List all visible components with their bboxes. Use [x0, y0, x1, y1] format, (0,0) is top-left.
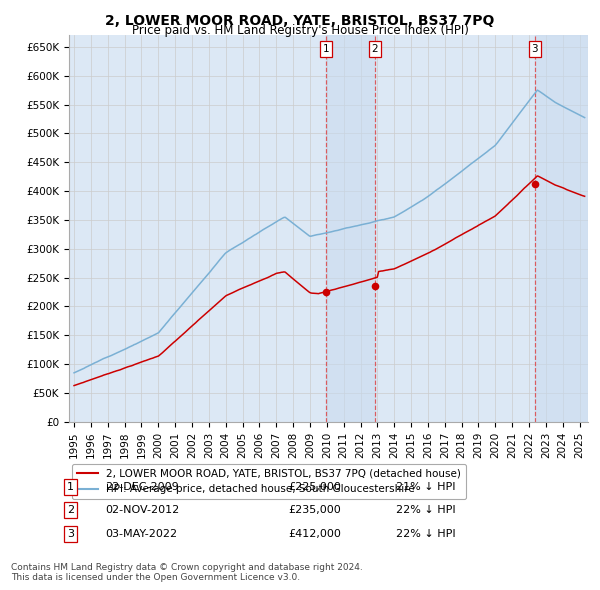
Text: £225,000: £225,000 [288, 482, 341, 491]
Text: 2: 2 [67, 506, 74, 515]
Text: 1: 1 [323, 44, 329, 54]
Text: Price paid vs. HM Land Registry's House Price Index (HPI): Price paid vs. HM Land Registry's House … [131, 24, 469, 37]
Text: 21% ↓ HPI: 21% ↓ HPI [396, 482, 455, 491]
Text: Contains HM Land Registry data © Crown copyright and database right 2024.
This d: Contains HM Land Registry data © Crown c… [11, 563, 362, 582]
Bar [535, 35, 588, 422]
Text: 03-MAY-2022: 03-MAY-2022 [105, 529, 177, 539]
Text: £235,000: £235,000 [288, 506, 341, 515]
Text: 22% ↓ HPI: 22% ↓ HPI [396, 529, 455, 539]
Text: 3: 3 [67, 529, 74, 539]
Text: 02-NOV-2012: 02-NOV-2012 [105, 506, 179, 515]
Bar [326, 35, 374, 422]
Text: 22% ↓ HPI: 22% ↓ HPI [396, 506, 455, 515]
Text: 1: 1 [67, 482, 74, 491]
Text: 2, LOWER MOOR ROAD, YATE, BRISTOL, BS37 7PQ: 2, LOWER MOOR ROAD, YATE, BRISTOL, BS37 … [106, 14, 494, 28]
Legend: 2, LOWER MOOR ROAD, YATE, BRISTOL, BS37 7PQ (detached house), HPI: Average price: 2, LOWER MOOR ROAD, YATE, BRISTOL, BS37 … [71, 464, 466, 499]
Text: £412,000: £412,000 [288, 529, 341, 539]
Text: 3: 3 [532, 44, 538, 54]
Text: 2: 2 [371, 44, 378, 54]
Text: 22-DEC-2009: 22-DEC-2009 [105, 482, 179, 491]
